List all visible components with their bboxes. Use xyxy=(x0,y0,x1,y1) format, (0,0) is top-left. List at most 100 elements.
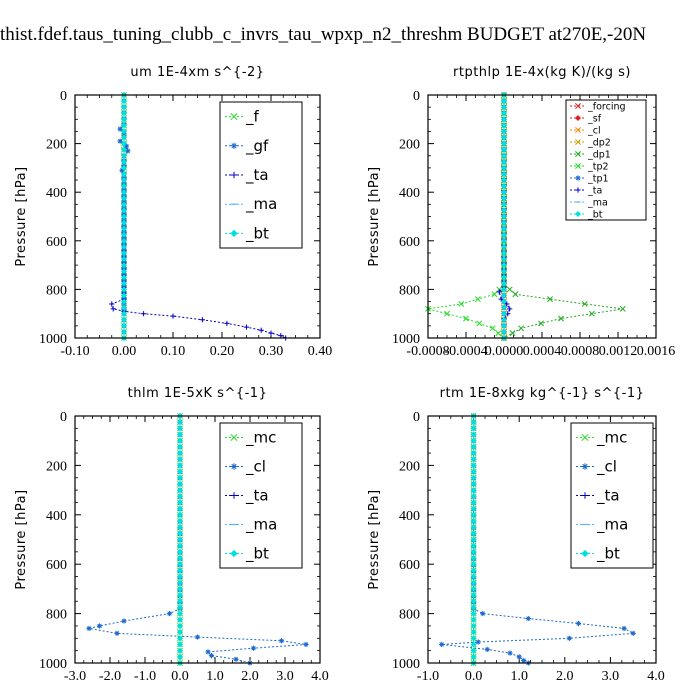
legend-label: _ma xyxy=(587,198,608,209)
x-tick-label: 0.00 xyxy=(112,344,137,359)
data-point xyxy=(470,487,477,494)
panel-title: thlm 1E-5xK s^{-1} xyxy=(128,386,268,401)
data-point xyxy=(470,561,477,568)
data-point xyxy=(205,649,211,655)
data-point xyxy=(588,310,595,317)
figure-title: thist.fdef.taus_tuning_clubb_c_invrs_tau… xyxy=(0,24,646,45)
data-point xyxy=(110,306,116,312)
data-point xyxy=(176,536,184,543)
data-point xyxy=(498,296,504,302)
legend-label: _bt xyxy=(587,210,603,221)
data-point xyxy=(176,511,184,518)
legend-marker xyxy=(230,549,238,558)
data-point xyxy=(176,579,184,586)
data-point xyxy=(278,638,285,644)
y-tick-label: 600 xyxy=(46,235,67,250)
data-point xyxy=(500,134,508,141)
data-point xyxy=(176,592,184,599)
y-tick-label: 400 xyxy=(399,509,420,524)
x-tick-label: 0.10 xyxy=(161,344,186,359)
data-point xyxy=(470,450,477,457)
data-point xyxy=(484,646,490,653)
plot-frame xyxy=(427,415,657,664)
data-point xyxy=(176,437,184,444)
panel-3: thlm 1E-5xK s^{-1} Pressure [hPa] -3.0 -2.0… xyxy=(14,386,329,684)
data-point xyxy=(120,140,128,147)
y-tick-label: 800 xyxy=(399,283,420,298)
data-point xyxy=(120,304,128,311)
data-point xyxy=(500,189,508,196)
data-point xyxy=(621,625,627,632)
data-point xyxy=(470,499,477,506)
data-point xyxy=(470,443,477,450)
data-point xyxy=(120,316,128,323)
legend-marker xyxy=(575,187,581,193)
data-point xyxy=(470,419,477,426)
legend-entry-ma: _ma xyxy=(225,195,277,214)
legend-label: _mc xyxy=(245,429,276,448)
data-point xyxy=(500,122,508,129)
legend-entry-dp2: _dp2 xyxy=(570,138,611,149)
data-point xyxy=(470,555,477,562)
data-point xyxy=(470,598,477,605)
y-tick-label: 600 xyxy=(46,558,67,573)
data-point xyxy=(475,639,481,645)
x-tick-label: 1.0 xyxy=(510,669,528,684)
data-point xyxy=(470,511,477,518)
legend-marker xyxy=(575,139,581,145)
data-point xyxy=(470,622,477,629)
legend-marker xyxy=(230,433,238,442)
data-point xyxy=(500,328,508,335)
x-tick-label: 0.0000 xyxy=(485,344,524,359)
data-point xyxy=(470,524,477,531)
legend-marker xyxy=(575,163,581,169)
panel-2: rtpthlp 1E-4x(kg K)/(kg s) Pressure [hPa]… xyxy=(367,65,675,359)
y-axis-label: Pressure [hPa] xyxy=(367,166,382,266)
legend-entry-ta: _ta xyxy=(225,487,269,506)
data-point xyxy=(518,325,525,332)
data-point xyxy=(120,328,128,335)
data-point xyxy=(495,330,502,337)
x-tick-label: 1.0 xyxy=(206,669,224,684)
y-tick-label: 1000 xyxy=(392,332,420,347)
data-point xyxy=(120,262,128,269)
x-tick-label: 0.20 xyxy=(210,344,235,359)
data-point xyxy=(500,262,508,269)
x-tick-label: -1.0 xyxy=(417,669,439,684)
data-point xyxy=(509,330,516,337)
legend-label: _cl xyxy=(587,126,601,137)
data-point xyxy=(470,573,477,580)
x-tick-label: 2.0 xyxy=(556,669,574,684)
data-point xyxy=(250,645,257,651)
data-point xyxy=(120,237,128,244)
data-point xyxy=(120,183,128,190)
data-point xyxy=(233,656,239,662)
legend-entry-ta: _ta xyxy=(225,166,269,185)
x-tick-label: -2.0 xyxy=(99,669,121,684)
data-point xyxy=(224,320,230,327)
data-point xyxy=(500,158,508,165)
data-point xyxy=(125,148,131,154)
data-point xyxy=(120,207,128,214)
legend-entry-bt: _bt xyxy=(570,210,603,221)
data-point xyxy=(176,616,184,623)
data-point xyxy=(123,143,130,149)
x-ticks: -0.10 0.00 0.10 0.20 0.30 0.40 xyxy=(60,95,332,359)
series-bt xyxy=(176,412,184,667)
data-point xyxy=(120,274,128,281)
legend-label: _ma xyxy=(245,195,277,214)
data-point xyxy=(558,315,564,322)
data-point xyxy=(470,610,477,617)
y-ticks: 0 200 400 600 800 1000 xyxy=(39,89,320,347)
legend-label: _tp2 xyxy=(587,162,609,173)
data-point xyxy=(538,320,545,327)
data-point xyxy=(458,301,465,307)
legend-label: _bt xyxy=(245,224,269,243)
legend-box xyxy=(565,99,647,221)
data-point xyxy=(500,280,508,287)
legend-label: _bt xyxy=(596,545,620,564)
data-point xyxy=(120,249,128,256)
legend-marker xyxy=(230,492,238,499)
legend-entry-sf: _sf xyxy=(570,114,602,125)
data-point xyxy=(176,629,184,636)
